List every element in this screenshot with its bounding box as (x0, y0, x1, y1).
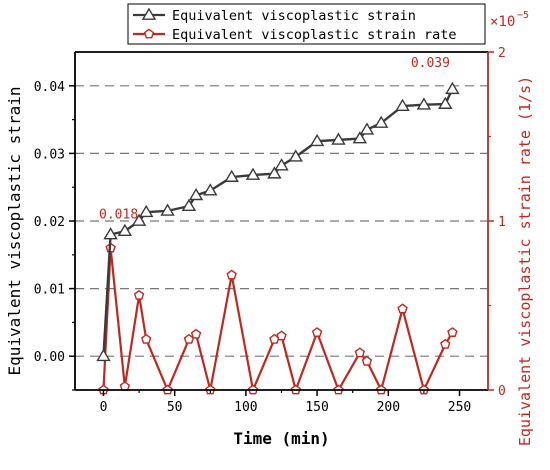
x-tick-label: 0 (100, 400, 108, 415)
legend-marker-strain-rate (143, 28, 155, 39)
point-strain (138, 204, 154, 218)
point-strain (188, 187, 204, 201)
y-tick-label: 0.00 (34, 350, 65, 365)
label-layer: Time (min) Equivalent viscoplastic strain… (5, 10, 534, 448)
x-tick-label: 100 (234, 400, 257, 415)
point-strain (160, 203, 175, 216)
series-layer (96, 81, 460, 395)
point-strain (352, 131, 368, 144)
point-strain-rate (354, 347, 366, 358)
point-strain (395, 98, 410, 111)
y-tick-label: 0.03 (34, 147, 65, 162)
point-strain (117, 223, 133, 237)
y-tick-label: 0.04 (34, 80, 65, 95)
tick-layer: 0 50 100 150 200 250 0.00 0.01 0.02 0.03 0.04 0 1 2 (34, 46, 506, 415)
point-strain (416, 97, 432, 110)
point-strain (274, 158, 289, 171)
x-tick-label: 50 (167, 400, 183, 415)
point-strain-rate (311, 327, 323, 337)
y-tick-label: 0.01 (34, 283, 65, 298)
point-strain (181, 198, 197, 212)
point-strain (359, 122, 375, 135)
y2-axis-label: Equivalent viscoplastic strain rate (1/s… (516, 76, 534, 446)
y-tick-label: 0.02 (34, 215, 65, 230)
point-strain (309, 133, 325, 147)
annotation-label: 0.039 (411, 56, 450, 71)
point-strain-rate (119, 381, 131, 392)
y2-tick-label: 2 (498, 46, 506, 61)
point-strain (96, 348, 111, 362)
point-strain-rate (447, 327, 458, 337)
legend-label-strain: Equivalent viscoplastic strain (172, 8, 416, 24)
point-strain (245, 167, 261, 180)
point-strain-rate (190, 328, 202, 339)
point-strain-rate (361, 355, 373, 366)
legend-box (127, 3, 486, 45)
x-axis-label: Time (min) (233, 429, 329, 448)
legend: Equivalent viscoplastic strain Equivalent… (127, 3, 486, 45)
point-strain (103, 227, 118, 240)
y-axis-label: Equivalent viscoplastic strain (5, 87, 24, 376)
point-strain-rate (397, 303, 408, 314)
y2-multiplier: ×10 (490, 14, 515, 30)
point-strain-rate (440, 338, 451, 349)
x-tick-label: 150 (305, 400, 328, 415)
point-strain-rate (226, 269, 237, 280)
point-strain-rate (141, 333, 152, 344)
point-strain (131, 213, 147, 226)
point-strain (288, 149, 303, 162)
point-strain-rate (276, 330, 287, 341)
y2-tick-label: 0 (498, 384, 506, 399)
annotation-label: 0.018 (99, 208, 138, 223)
legend-marker-strain (141, 7, 157, 20)
series-line-strain-rate (102, 246, 454, 392)
point-strain (331, 132, 346, 145)
point-strain (267, 166, 282, 179)
legend-label-strain-rate: Equivalent viscoplastic strain rate (172, 27, 456, 43)
point-strain (438, 96, 453, 109)
grid-lines (75, 85, 488, 357)
y2-tick-label: 1 (498, 215, 506, 230)
point-strain-rate (133, 289, 145, 300)
x-tick-label: 200 (377, 400, 400, 415)
point-strain (445, 81, 460, 95)
point-strain (373, 115, 389, 128)
x-tick-label: 250 (448, 400, 471, 415)
y2-multiplier-exponent: −5 (517, 10, 529, 21)
point-strain (224, 169, 239, 182)
point-strain (203, 183, 218, 196)
